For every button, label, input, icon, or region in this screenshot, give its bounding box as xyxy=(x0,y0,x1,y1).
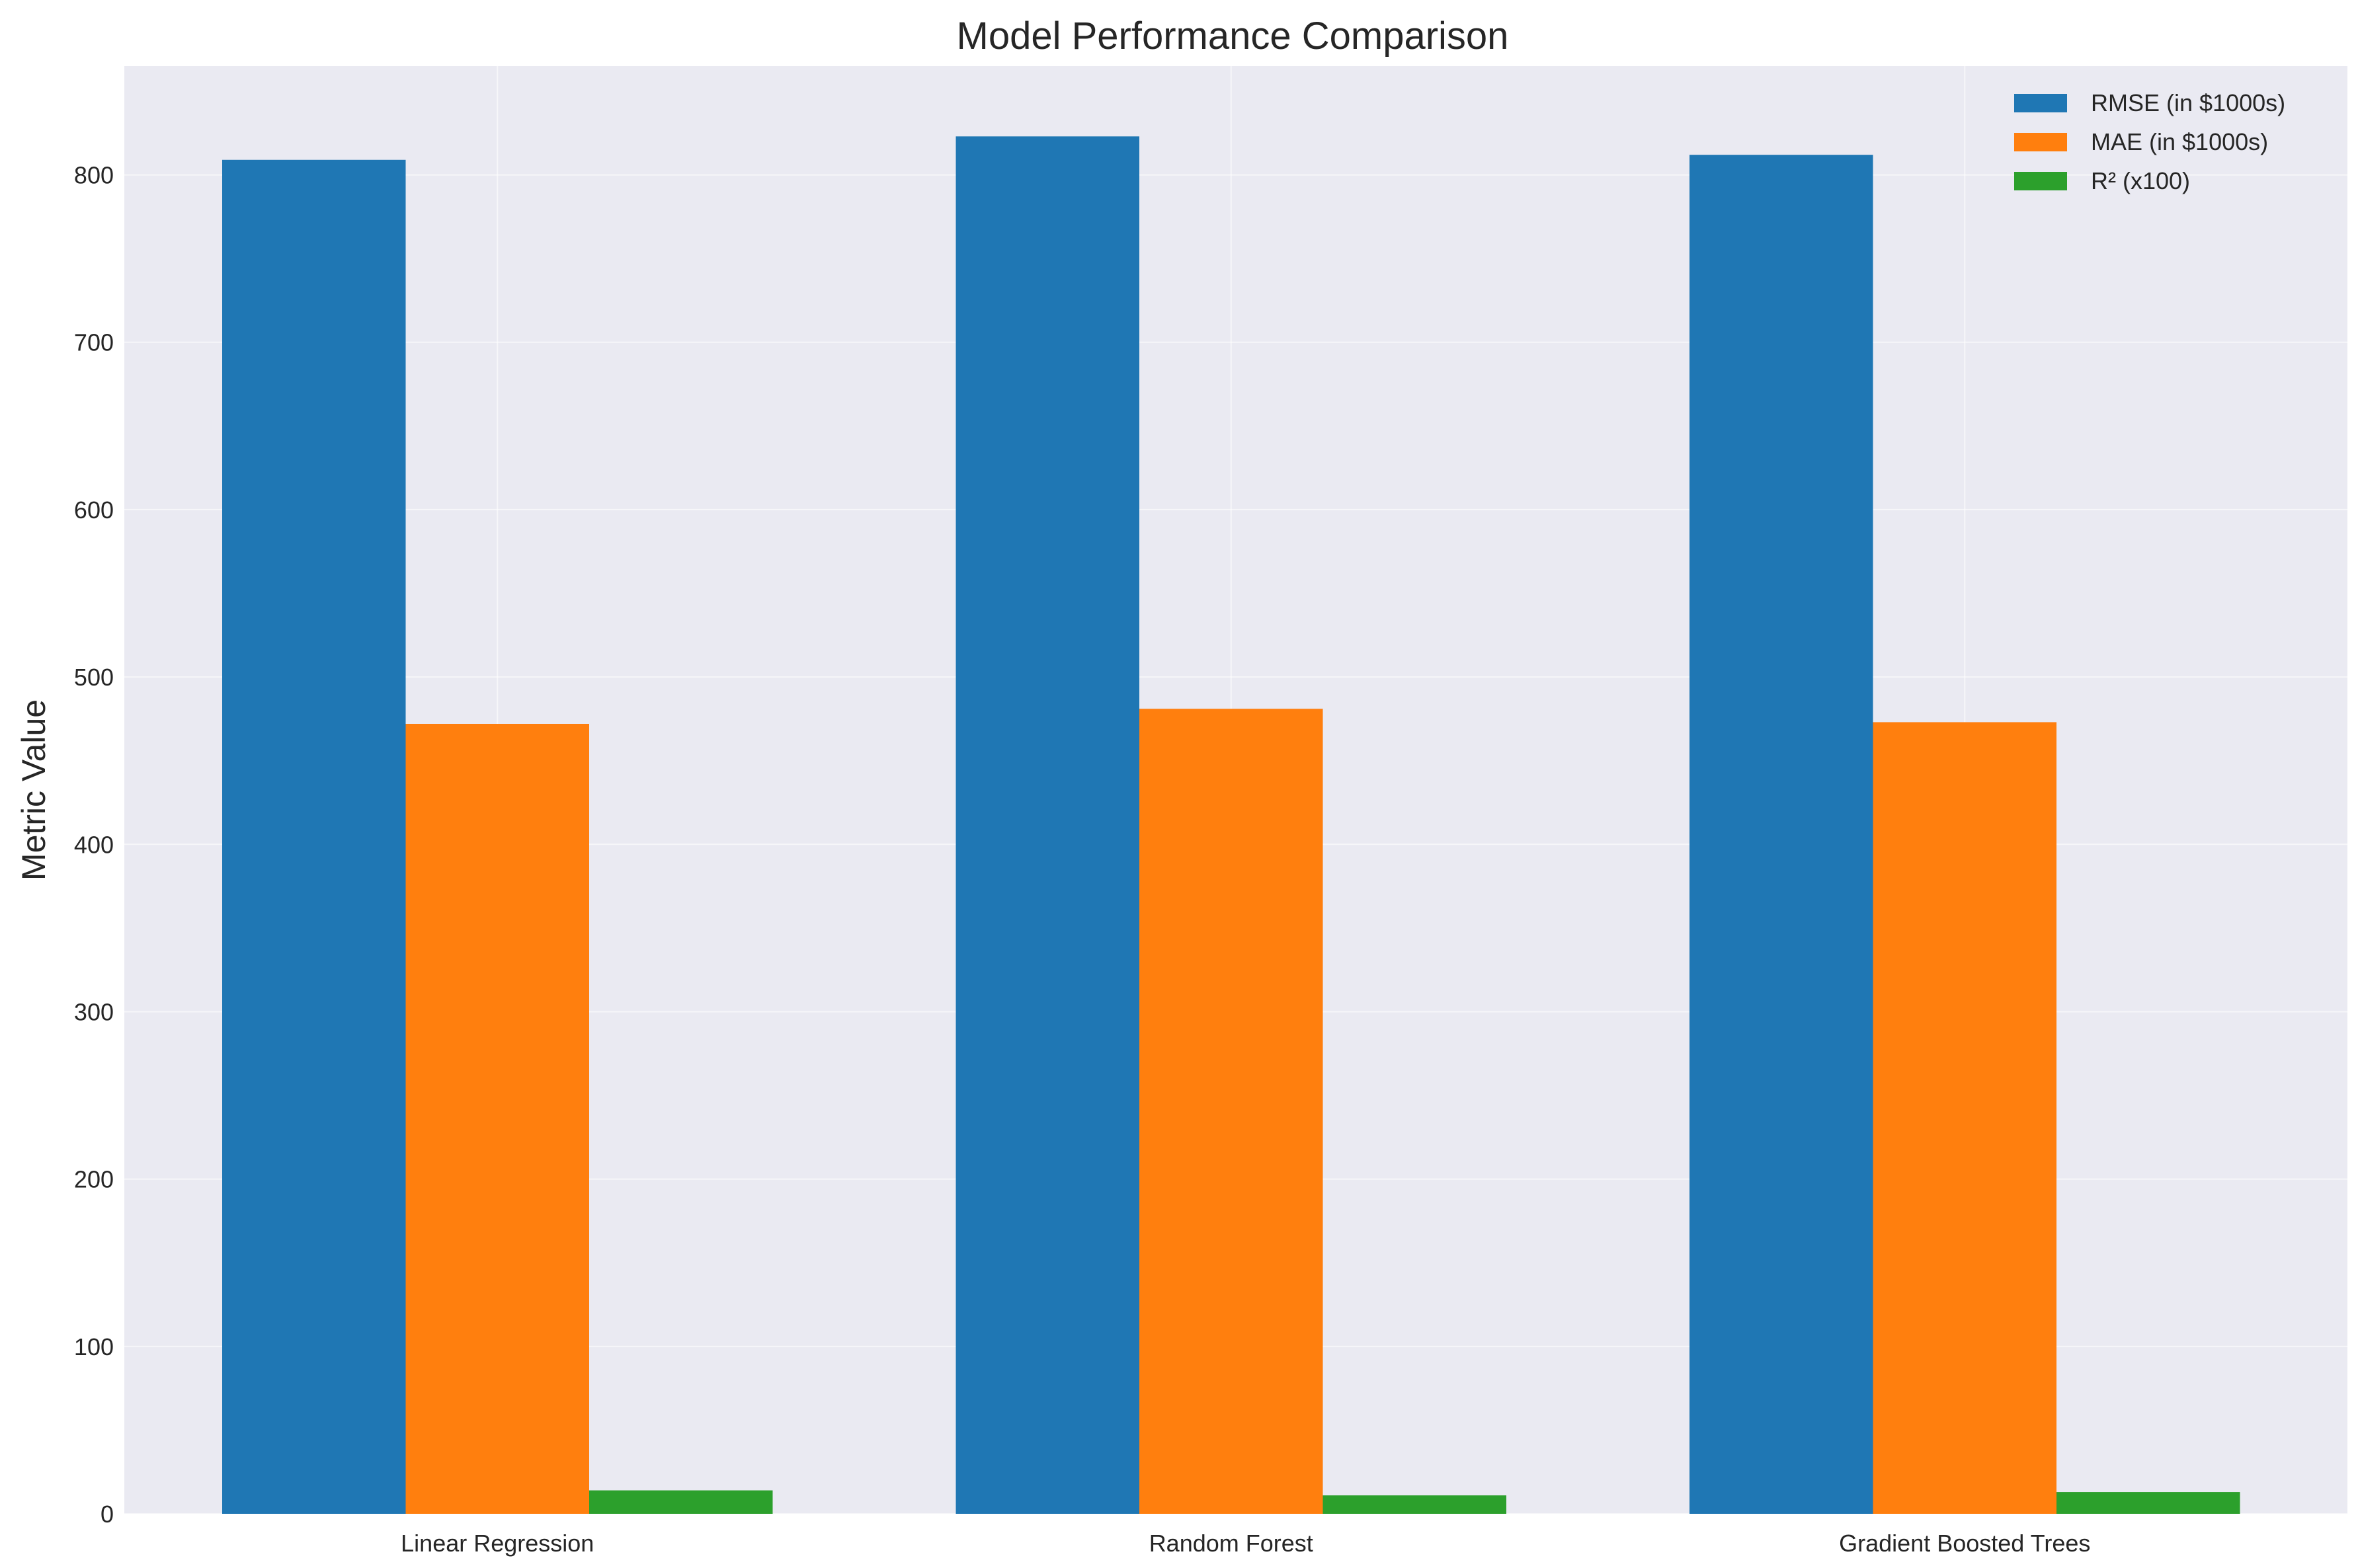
bar-rmse-2 xyxy=(1689,155,1873,1514)
bar-mae-2 xyxy=(1873,722,2056,1514)
x-tick-label: Gradient Boosted Trees xyxy=(1839,1530,2090,1557)
y-tick-label: 500 xyxy=(74,664,114,691)
y-tick-label: 200 xyxy=(74,1166,114,1193)
y-tick-label: 700 xyxy=(74,329,114,356)
legend-swatch xyxy=(2014,94,2067,112)
y-tick-label: 400 xyxy=(74,831,114,858)
y-axis-label: Metric Value xyxy=(15,699,52,881)
x-tick-label: Random Forest xyxy=(1149,1530,1313,1557)
bar-r2-1 xyxy=(1322,1495,1506,1514)
y-tick-label: 100 xyxy=(74,1333,114,1360)
bar-mae-0 xyxy=(405,723,589,1514)
legend-swatch xyxy=(2014,133,2067,151)
y-tick-label: 300 xyxy=(74,998,114,1025)
legend: RMSE (in $1000s) MAE (in $1000s) R² (x100) xyxy=(2014,89,2285,194)
bar-rmse-1 xyxy=(956,136,1139,1514)
x-tick-label: Linear Regression xyxy=(401,1530,594,1557)
legend-label: R² (x100) xyxy=(2091,167,2190,194)
x-axis-ticks: Linear Regression Random Forest Gradient B… xyxy=(401,1530,2090,1557)
y-tick-label: 600 xyxy=(74,496,114,524)
legend-label: MAE (in $1000s) xyxy=(2091,128,2268,155)
y-axis-ticks: 0 100 200 300 400 500 600 700 800 xyxy=(74,162,114,1528)
bar-r2-0 xyxy=(589,1490,773,1514)
y-tick-label: 800 xyxy=(74,162,114,189)
bar-rmse-0 xyxy=(222,159,406,1514)
chart-title: Model Performance Comparison xyxy=(957,15,1509,58)
legend-label: RMSE (in $1000s) xyxy=(2091,89,2285,116)
bar-series xyxy=(222,136,2240,1514)
bar-r2-2 xyxy=(2056,1492,2240,1514)
y-tick-label: 0 xyxy=(101,1501,114,1528)
legend-swatch xyxy=(2014,172,2067,190)
bar-mae-1 xyxy=(1139,709,1323,1514)
